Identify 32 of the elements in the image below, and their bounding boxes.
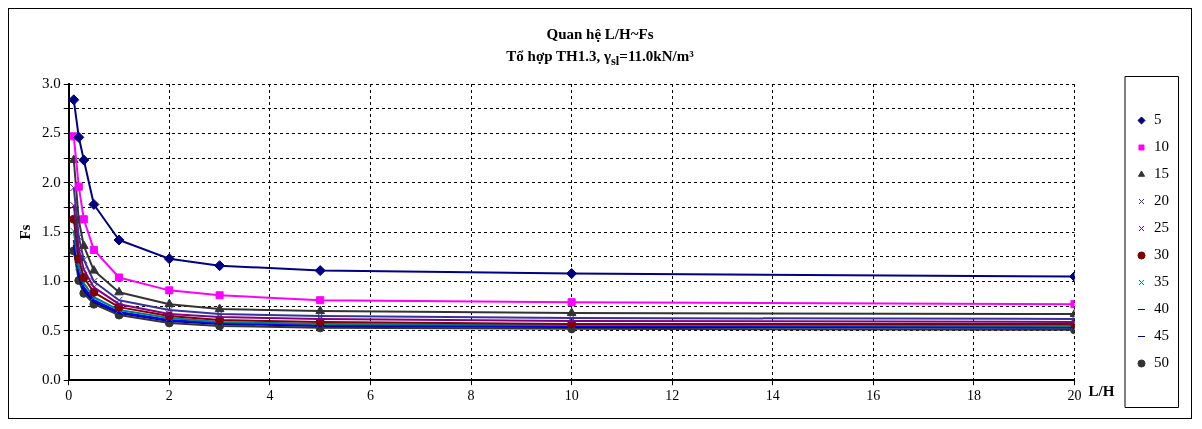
y-axis-title: Fs [16,224,33,240]
x-tick-label: 2 [165,388,173,404]
y-tick-label: 2.0 [42,173,61,190]
legend-label: 25 [1154,219,1169,236]
x-tick-label: 4 [266,388,274,404]
y-tick-label: 3.0 [42,74,61,91]
x-tick-label: 10 [564,388,579,404]
x-tick-label: 8 [467,388,475,404]
legend-label: 10 [1154,138,1169,155]
x-tick-label: 16 [866,388,881,404]
y-tick-label: 2.5 [42,124,61,141]
x-tick-label: 20 [1067,388,1082,404]
y-tick-label: 1.5 [42,223,61,240]
legend-label: 35 [1154,273,1169,290]
y-tick-label: 0.0 [42,371,61,388]
legend-label: 5 [1154,111,1162,128]
legend-label: 20 [1154,192,1169,209]
chart-subtitle: Tổ hợp TH1.3, γ$_{sl}$=11.0kN/m³ [505,47,695,70]
x-tick-label: 18 [966,388,981,404]
legend-label: 45 [1154,327,1169,344]
x-tick-label: 6 [366,388,374,404]
x-tick-label: 12 [665,388,680,404]
x-tick-label: 0 [65,388,73,404]
x-axis-title: L/H [1088,383,1115,400]
x-tick-label: 14 [765,388,780,404]
legend-label: 30 [1154,246,1169,263]
legend-label: 15 [1154,165,1169,182]
y-tick-label: 1.0 [42,272,61,289]
y-tick-label: 0.5 [42,321,61,338]
legend-label: 50 [1154,354,1169,371]
chart-title: Quan hệ L/H~Fs [545,25,655,44]
legend-label: 40 [1154,300,1169,317]
